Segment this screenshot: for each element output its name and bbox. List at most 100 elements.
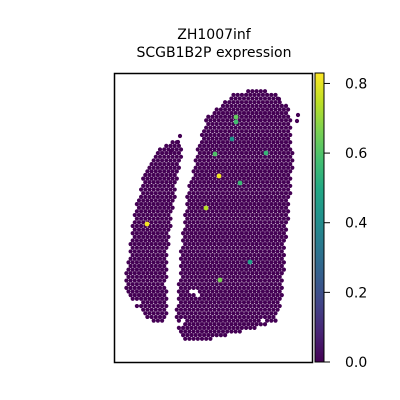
spot (269, 296, 274, 301)
spot (202, 267, 207, 272)
spot (160, 303, 165, 309)
spot (216, 154, 221, 159)
spot (160, 209, 165, 214)
spot (248, 325, 253, 330)
spot (269, 245, 274, 250)
spot (176, 325, 181, 330)
spot (151, 311, 156, 316)
spot (281, 202, 286, 207)
spot (256, 282, 261, 287)
spot (279, 118, 284, 123)
spot (164, 187, 169, 192)
spot (277, 194, 282, 199)
spot (195, 263, 200, 269)
spot (187, 191, 192, 196)
spot (214, 136, 219, 141)
spot (162, 242, 167, 247)
spot (197, 223, 202, 229)
spot (145, 234, 150, 239)
spot (258, 169, 263, 174)
spot (288, 176, 293, 181)
spot (223, 296, 228, 301)
spot (269, 180, 274, 185)
spot (250, 212, 255, 218)
spot (269, 187, 274, 192)
spot (218, 231, 223, 236)
spot (187, 249, 192, 254)
spot (141, 198, 146, 203)
spot (288, 169, 293, 174)
spot (229, 96, 234, 101)
spot (149, 249, 154, 254)
spot (241, 256, 247, 261)
spot (191, 271, 196, 276)
spot (258, 220, 263, 225)
spot (141, 278, 146, 283)
spot (246, 154, 251, 159)
spot (250, 293, 255, 298)
spot (183, 300, 188, 305)
spot (145, 212, 150, 218)
spot (193, 252, 198, 258)
spot (223, 194, 228, 199)
spot (208, 307, 213, 312)
spot (208, 300, 213, 305)
spot (279, 256, 284, 261)
spot (212, 278, 217, 283)
spot (288, 132, 293, 138)
spot (252, 143, 257, 148)
spot (233, 96, 238, 101)
spot (151, 216, 156, 221)
spot (281, 245, 286, 250)
spot (206, 296, 211, 301)
spot (283, 140, 289, 145)
spot (143, 303, 148, 309)
spot (189, 216, 194, 221)
spot (262, 249, 268, 254)
spot (218, 252, 223, 258)
spot (223, 100, 228, 105)
spot (218, 114, 223, 119)
spot (235, 296, 240, 301)
spot (206, 245, 211, 250)
spot (218, 151, 223, 156)
spot (151, 231, 156, 236)
spot (231, 231, 236, 236)
spot (204, 212, 209, 218)
spot (141, 300, 146, 305)
spot (267, 183, 272, 189)
spot (241, 212, 247, 218)
spot (252, 136, 257, 141)
spot (147, 245, 152, 250)
spot (227, 180, 232, 185)
spot (153, 307, 158, 312)
spot (197, 151, 202, 156)
spot (220, 220, 226, 225)
spot (212, 307, 217, 312)
spot (279, 234, 284, 239)
spot (225, 169, 230, 174)
spot (235, 151, 240, 156)
spot (176, 289, 181, 294)
spot (279, 183, 284, 189)
spot (262, 205, 268, 210)
spot (239, 121, 244, 127)
spot (246, 242, 251, 247)
spot (208, 132, 213, 138)
spot (193, 333, 198, 338)
spot (279, 271, 284, 276)
spot (241, 96, 247, 101)
spot (262, 293, 268, 298)
spot (254, 198, 259, 203)
spot (237, 300, 242, 305)
spot (202, 303, 207, 309)
spot (166, 212, 171, 218)
spot (216, 249, 221, 254)
spot (178, 278, 184, 283)
spot (258, 132, 263, 138)
spot (271, 198, 276, 203)
spot (262, 314, 268, 320)
spot (262, 271, 268, 276)
spot (157, 307, 163, 312)
spot (220, 256, 226, 261)
